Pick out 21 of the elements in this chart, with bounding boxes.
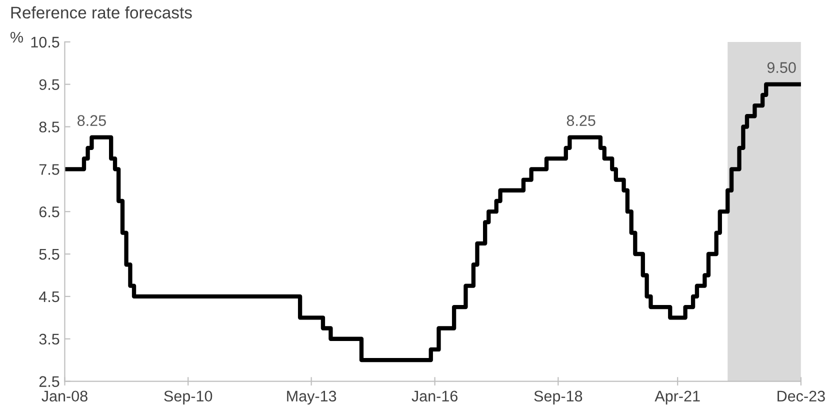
x-tick-label: Sep-18 bbox=[534, 390, 582, 405]
x-tick-label: Apr-21 bbox=[654, 390, 700, 405]
annotation: 8.25 bbox=[78, 115, 106, 126]
x-tick-label: Jan-08 bbox=[42, 390, 88, 402]
y-tick-label: 5.5 bbox=[39, 249, 60, 260]
y-tick-label: 7.5 bbox=[39, 164, 60, 175]
annotation: 9.50 bbox=[767, 62, 796, 73]
x-tick-label: May-13 bbox=[287, 390, 336, 405]
x-tick-label: Jan-16 bbox=[412, 390, 458, 402]
chart-title: Reference rate forecasts bbox=[11, 6, 192, 19]
x-tick-label: Sep-10 bbox=[164, 390, 212, 405]
y-tick-label: 6.5 bbox=[39, 206, 60, 218]
y-tick-label: 10.5 bbox=[31, 36, 60, 48]
y-tick-label: 3.5 bbox=[39, 334, 60, 345]
y-tick-label: 2.5 bbox=[39, 376, 60, 387]
x-tick-label: Dec-23 bbox=[778, 390, 825, 402]
y-tick-label: 8.5 bbox=[39, 122, 60, 132]
y-tick-label: 9.5 bbox=[39, 79, 60, 90]
annotation: 8.25 bbox=[566, 115, 596, 126]
y-tick-label: 4.5 bbox=[38, 291, 60, 302]
y-axis-title: % bbox=[10, 32, 23, 43]
